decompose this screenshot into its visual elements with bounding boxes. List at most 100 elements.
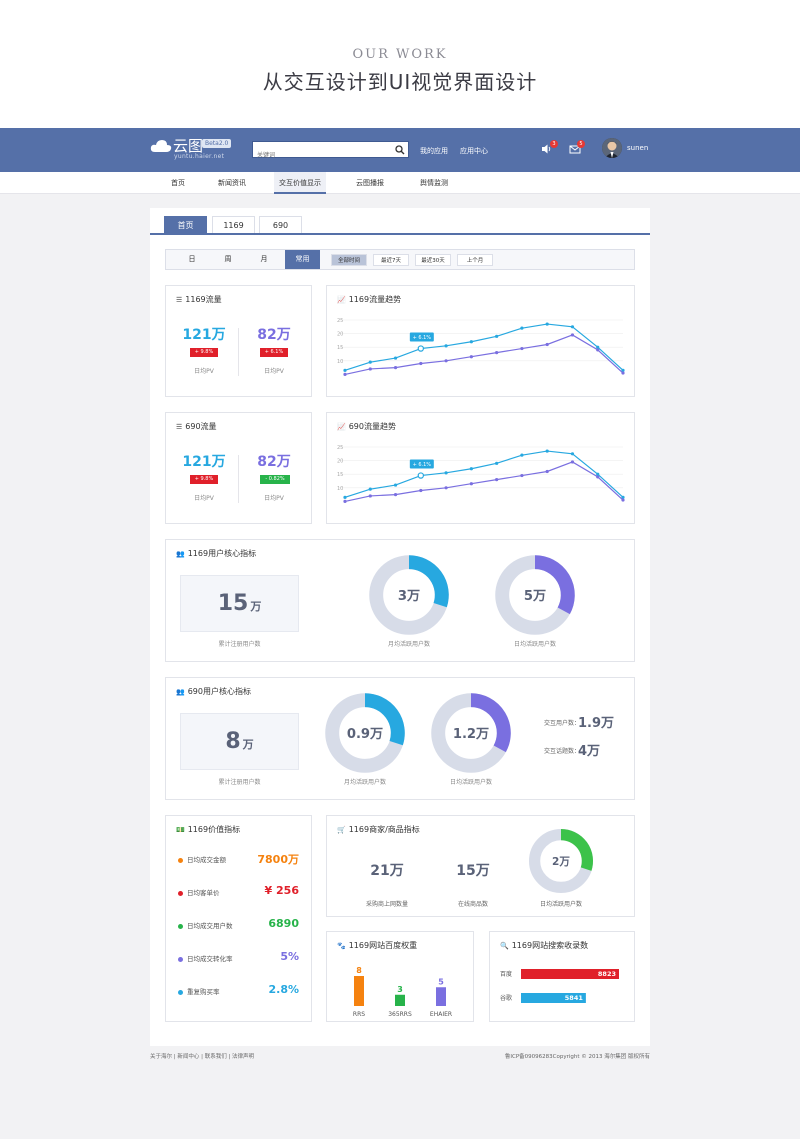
range-last-7-days[interactable]: 最近7天 [373,254,409,266]
products-label: 在线商品数 [457,901,488,908]
donut-merchant-daily-active: 2万 [528,828,594,894]
bar-value-label: 8 [356,966,362,975]
donut-daily-active: 1.2万 [431,693,511,773]
app-center-link[interactable]: 应用中心 [460,147,488,155]
donut-center [445,707,497,759]
sub-navigation: 首页 新闻资讯 交互价值显示 云图播报 舆情监测 [0,172,800,194]
logo-name[interactable]: 云图 [173,137,204,155]
my-apps-link[interactable]: 我的应用 [420,147,448,155]
data-point [495,461,499,465]
username[interactable]: sunen [627,144,649,152]
tab-690[interactable]: 690 [259,216,302,233]
data-point [417,345,425,352]
trend-card-1169: 📈 1169流量趋势 25 20 15 10 + 6.1% [326,285,635,397]
range-last-30-days[interactable]: 最近30天 [415,254,451,266]
pv-label-left: 日均PV [194,368,214,375]
donut-arc [408,555,449,608]
speaker-icon[interactable] [541,143,553,155]
traffic-title-text: 1169流量 [185,295,222,304]
series-line [344,323,624,371]
bar [395,994,405,1006]
y-tick-label: 25 [337,318,343,324]
subnav-item-home[interactable]: 首页 [171,179,185,187]
category-label: 谷歌 [500,994,512,1002]
data-point [596,472,600,476]
subnav-item-opinion[interactable]: 舆情监测 [420,179,448,187]
total-users-value: 15 万 [217,591,262,616]
traffic-title-text: 690流量 [185,422,217,431]
data-point [368,360,372,364]
time-filter-bar: 日 周 月 常用 全部时间 最近7天 最近30天 上个月 [165,249,635,270]
cloud-logo-icon[interactable] [150,138,172,154]
subnav-item-value-display[interactable]: 交互价值显示 [274,172,326,194]
period-week[interactable]: 周 [224,255,232,263]
subnav-item-broadcast[interactable]: 云图播报 [356,179,384,187]
line-chart-icon: 📈 [337,296,346,304]
purple-dot-icon [178,956,183,962]
data-point [368,487,372,491]
daily-active-label: 日均活跃用户数 [449,779,492,786]
purchasers-value: 21万 [370,863,404,879]
donut-value: 5万 [524,588,546,604]
user-avatar[interactable] [602,138,622,158]
metric-row: 日均成交金额 [178,854,226,864]
donut-arc [534,555,575,615]
tab-home[interactable]: 首页 [164,216,207,233]
subnav-item-news[interactable]: 新闻资讯 [218,179,246,187]
bar-value-label: 5841 [565,994,584,1002]
period-month[interactable]: 月 [260,255,268,263]
baidu-title-text: 1169网站百度权重 [348,941,418,950]
donut-center [540,840,582,882]
data-point [520,453,524,457]
core-title: 👥 1169用户核心指标 [176,548,256,559]
search-index-card: 🔍 1169网站搜索收录数 百度 8823 谷歌 5841 [489,931,635,1022]
donut-center [339,707,391,759]
range-all-time[interactable]: 全部时间 [331,254,367,266]
purchasers-label: 采购商上网数量 [365,901,408,908]
data-point [469,482,473,486]
search-icon[interactable] [395,145,405,155]
cart-icon: 🛒 [337,826,346,834]
core-title-text: 690用户核心指标 [187,687,251,696]
metric-row: 重复购买率 [178,986,220,996]
search-input[interactable] [253,148,391,163]
red-dot-icon [178,890,183,896]
data-point [495,334,499,338]
donut-value: 1.2万 [453,726,489,742]
green-dot-icon [178,923,183,929]
pv-change-left: + 9.8% [190,348,218,357]
annotation-label: + 6.1% [413,335,432,341]
data-point [520,473,524,478]
metric-value: ¥ 256 [264,884,299,897]
search-index-title-text: 1169网站搜索收录数 [511,941,589,950]
total-users-box: 15 万 [180,575,299,632]
baidu-weight-chart: 8 RRS 3 365RRS 5 EHAIER [353,966,452,1018]
interact-topics-value: 4万 [578,744,601,759]
data-point [469,340,473,344]
beta-badge: Beta2.0 [202,139,232,148]
tab-1169[interactable]: 1169 [212,216,255,233]
trend-title-text: 690流量趋势 [348,422,396,431]
trend-chart-1169: 25 20 15 10 + 6.1% [337,318,625,376]
trend-title-text: 1169流量趋势 [348,295,402,304]
data-point [545,469,549,474]
data-point [495,351,499,355]
data-point [444,359,448,363]
footer-links[interactable]: 关于海尔 | 新闻中心 | 联系我们 | 法律声明 [150,1054,255,1060]
series-line [344,450,624,498]
money-icon: 💵 [176,826,185,834]
data-point [621,495,625,499]
range-last-month[interactable]: 上个月 [457,254,493,266]
list-icon: ☰ [176,423,183,431]
period-day[interactable]: 日 [188,255,196,263]
monthly-active-label: 月均活跃用户数 [387,641,430,648]
donut-monthly-active: 0.9万 [325,693,405,773]
data-point [596,348,600,352]
baidu-weight-card: 🐾 1169网站百度权重 8 RRS 3 365RRS 5 EHAIER [326,931,474,1022]
top-navigation-bar: 云图 Beta2.0 yuntu.haier.net 我的应用 应用中心 3 5 [0,128,800,172]
data-point [596,345,600,349]
data-point [393,493,398,497]
pv-label-left: 日均PV [194,495,214,502]
category-label: 百度 [500,970,512,978]
period-common[interactable]: 常用 [285,250,320,269]
